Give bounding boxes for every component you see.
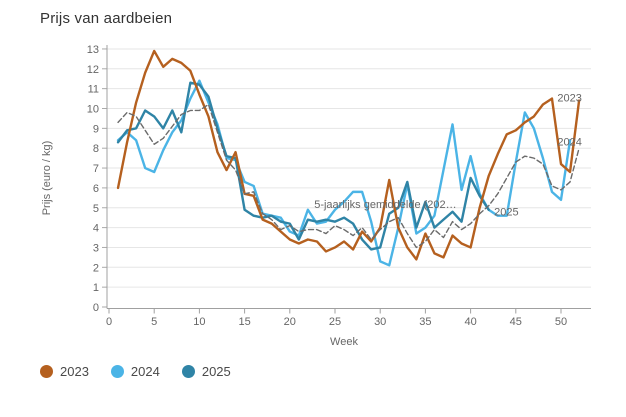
legend-item-2025[interactable]: 2025 <box>181 364 231 379</box>
series-line-2023[interactable] <box>116 49 581 261</box>
legend-label: 2023 <box>60 364 89 379</box>
chart-title: Prijs van aardbeien <box>40 10 173 27</box>
ytick-label-6: 6 <box>93 183 99 195</box>
xtick-label-50: 50 <box>555 316 567 328</box>
legend-marker-2024 <box>110 365 124 378</box>
ytick-label-5: 5 <box>93 203 99 215</box>
xtick-label-25: 25 <box>329 316 341 328</box>
xtick-label-45: 45 <box>510 316 522 328</box>
xtick-label-10: 10 <box>193 316 205 328</box>
legend-item-2023[interactable]: 2023 <box>40 364 89 379</box>
ytick-label-4: 4 <box>93 223 99 235</box>
legend: 2023 2024 2025 <box>40 364 231 379</box>
ytick-label-8: 8 <box>93 143 99 155</box>
ytick-label-2: 2 <box>93 262 99 274</box>
y-axis-title: Prijs (euro / kg) <box>41 141 53 216</box>
series-label-3: 2024 <box>557 136 581 148</box>
xtick-label-30: 30 <box>374 316 386 328</box>
xtick-label-20: 20 <box>284 316 296 328</box>
ytick-label-10: 10 <box>87 104 99 116</box>
series-line-2025[interactable] <box>116 81 490 251</box>
ytick-label-7: 7 <box>93 163 99 175</box>
series-line-average[interactable] <box>117 103 580 249</box>
ytick-label-11: 11 <box>88 84 99 96</box>
series-label-2: 2023 <box>557 93 581 105</box>
legend-marker-2023 <box>40 365 53 378</box>
series-line-2024[interactable] <box>116 79 572 267</box>
legend-label: 2024 <box>130 364 160 379</box>
xtick-label-5: 5 <box>151 316 157 328</box>
ytick-label-9: 9 <box>93 123 99 135</box>
legend-marker-2025 <box>181 365 195 378</box>
series-label-1: 2025 <box>494 207 518 219</box>
xtick-label-0: 0 <box>106 316 112 328</box>
ytick-label-12: 12 <box>87 64 99 76</box>
legend-label: 2025 <box>201 364 231 379</box>
ytick-label-3: 3 <box>93 242 99 254</box>
legend-item-2024[interactable]: 2024 <box>110 364 160 379</box>
x-axis-title: Week <box>330 336 358 348</box>
ytick-label-0: 0 <box>93 302 99 314</box>
xtick-label-40: 40 <box>464 316 476 328</box>
ytick-label-1: 1 <box>93 282 99 294</box>
xtick-label-35: 35 <box>419 316 431 328</box>
ytick-label-13: 13 <box>87 44 99 56</box>
xtick-label-15: 15 <box>238 316 250 328</box>
series-label-0: 5-jaarlijks gemiddelde (202… <box>314 199 456 211</box>
